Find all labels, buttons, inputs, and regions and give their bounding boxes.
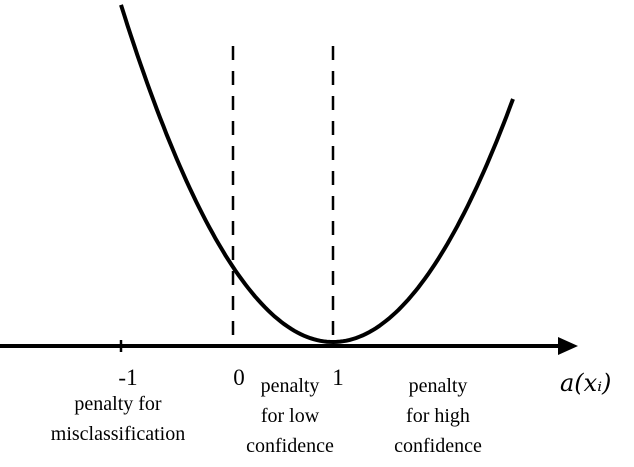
low-confidence-label-line-1: penalty (261, 375, 320, 397)
low-confidence-label-line-3: confidence (246, 435, 334, 457)
tick-label-minus-one: -1 (118, 365, 137, 390)
x-axis-arrowhead (558, 337, 578, 355)
high-confidence-label-line-2: for high (406, 405, 470, 427)
tick-label-one: 1 (332, 365, 344, 390)
misclassification-label-line-1: penalty for (74, 393, 162, 415)
low-confidence-label-line-2: for low (261, 405, 320, 427)
x-axis-label: a(xᵢ) (560, 369, 611, 397)
loss-curve (119, 4, 515, 345)
high-confidence-label-line-1: penalty (409, 375, 468, 397)
misclassification-label-line-2: misclassification (51, 423, 185, 445)
tick-label-zero: 0 (233, 365, 245, 390)
high-confidence-label-line-3: confidence (394, 435, 482, 457)
